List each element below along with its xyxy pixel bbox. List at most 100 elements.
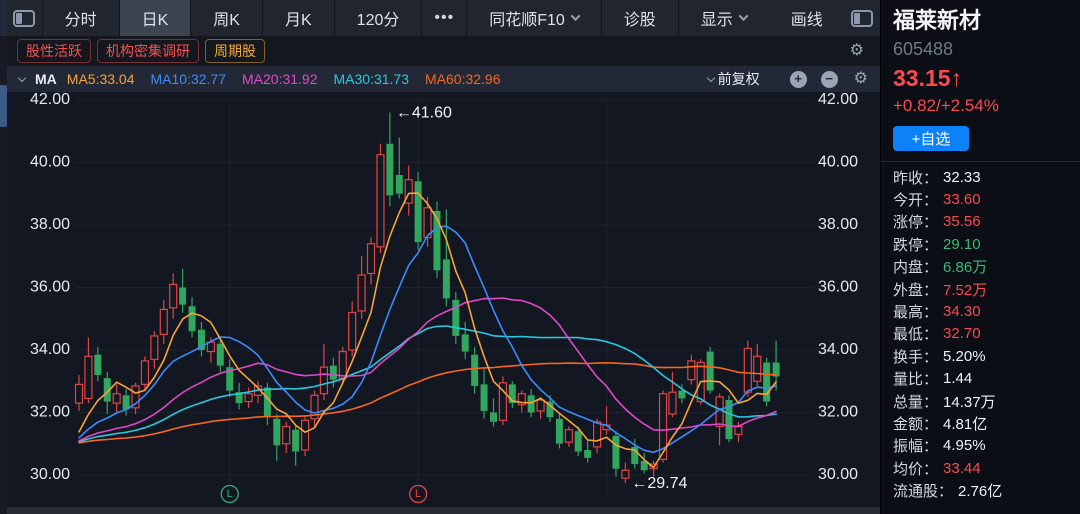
tab-daily-k[interactable]: 日K	[119, 0, 192, 36]
ma-line-ma5	[78, 192, 777, 469]
ma-line-ma30	[78, 325, 777, 443]
stat-label: 振幅：	[893, 438, 939, 456]
price-value: 33.15	[893, 65, 951, 91]
button-draw-line[interactable]: 画线	[769, 0, 845, 36]
y-axis-label-left: 42.00	[30, 92, 70, 108]
stat-row: 跌停： 29.10	[893, 233, 1080, 255]
stat-label: 流通股：	[893, 483, 954, 501]
divider	[881, 161, 1080, 162]
tab-diagnose-stock[interactable]: 诊股	[602, 0, 679, 36]
chevron-down-icon	[570, 10, 581, 21]
adjust-mode-dropdown[interactable]: 前复权	[717, 71, 760, 87]
stat-value: 5.20%	[943, 347, 986, 365]
tab-weekly-k[interactable]: 周K	[191, 0, 263, 36]
panel-toggle-icon	[851, 9, 874, 27]
stat-row: 金额： 4.81亿	[893, 412, 1080, 434]
event-marker-icon[interactable]: L	[408, 484, 428, 504]
stat-row: 涨停： 35.56	[893, 211, 1080, 233]
y-axis-label-left: 34.00	[30, 341, 70, 358]
stat-row: 最低： 32.70	[893, 323, 1080, 345]
collapse-left-panel-button[interactable]	[7, 0, 43, 36]
chevron-down-icon[interactable]	[17, 73, 27, 83]
ma-line-ma60	[78, 361, 777, 444]
tab-label: 120分	[356, 12, 400, 29]
tab-120min[interactable]: 120分	[335, 0, 423, 36]
up-arrow-icon: ↑	[950, 65, 963, 91]
quote-stats: 昨收： 32.33 今开： 33.60 涨停： 35.56 跌停： 29.10 内盘： 6.86万…	[893, 166, 1080, 502]
horizontal-scrollbar[interactable]	[7, 507, 880, 514]
gear-icon[interactable]: ⚙	[853, 70, 868, 87]
y-axis-label-left: 38.00	[30, 216, 70, 233]
stat-value: 14.37万	[943, 393, 996, 411]
tab-label: 月K	[284, 12, 312, 29]
tab-more-periods[interactable]: •••	[422, 0, 468, 36]
ma-bar-right: 前复权 + − ⚙	[706, 69, 868, 89]
y-axis-label-left: 32.00	[30, 404, 70, 421]
stat-label: 最低：	[893, 326, 939, 344]
tag-institution-research[interactable]: 机构密集调研	[97, 39, 199, 63]
ma-indicator-bar: MA MA5:33.04 MA10:32.77 MA20:31.92 MA30:31.…	[7, 66, 880, 92]
stat-value: 2.76亿	[958, 483, 1003, 501]
add-watchlist-button[interactable]: +自选	[893, 126, 969, 151]
stat-label: 今开：	[893, 192, 939, 210]
ma-legend-ma30: MA30:31.73	[333, 71, 410, 87]
stock-tags-row: 股性活跃 机构密集调研 周期股 ⚙	[7, 36, 880, 66]
stat-row: 最高： 34.30	[893, 300, 1080, 322]
y-axis-label-left: 30.00	[30, 466, 70, 483]
event-marker-icon[interactable]: L	[220, 484, 239, 504]
zoom-in-button[interactable]: +	[789, 70, 807, 88]
ma-legend-ma20: MA20:31.92	[242, 71, 318, 87]
stat-value: 4.81亿	[943, 415, 988, 433]
stat-label: 涨停：	[893, 214, 939, 232]
stat-label: 换手：	[893, 348, 939, 366]
y-axis-label-right: 42.00	[818, 92, 858, 108]
tab-label: 诊股	[623, 12, 656, 29]
stat-row: 内盘： 6.86万	[893, 256, 1080, 278]
y-axis-label-right: 34.00	[818, 341, 858, 358]
stat-label: 跌停：	[893, 236, 939, 254]
left-edge-panel	[0, 0, 7, 514]
tab-minute[interactable]: 分时	[43, 0, 120, 36]
button-label: 画线	[790, 12, 823, 29]
ma-values: MA5:33.04 MA10:32.77 MA20:31.92 MA30:31.73 M…	[67, 71, 517, 87]
y-axis-label-right: 36.00	[818, 279, 858, 296]
stat-row: 流通股： 2.76亿	[893, 479, 1080, 501]
chart-column: 分时 日K 周K 月K 120分 ••• 同花顺F10 诊股 显示 画线 股性活跃 机构密集调研周…	[7, 0, 880, 514]
quote-panel: 福莱新材 605488 33.15↑ +0.82/+2.54% +自选 昨收： 3…	[880, 0, 1080, 514]
kline-chart[interactable]: 42.00 42.00 40.00 40.00 38.00 38.00 36.00 36.00…	[7, 92, 880, 507]
ma-legend-ma5: MA5:33.04	[66, 71, 135, 87]
stat-row: 振幅： 4.95%	[893, 435, 1080, 457]
stat-value: 7.52万	[943, 281, 988, 299]
stat-value: 35.56	[943, 213, 981, 231]
stat-label: 昨收：	[893, 169, 939, 187]
stat-label: 均价：	[893, 460, 939, 478]
tab-ths-f10[interactable]: 同花顺F10	[467, 0, 602, 36]
stat-value: 32.70	[943, 325, 981, 343]
panel-toggle-icon	[13, 9, 36, 27]
stat-label: 最高：	[893, 304, 939, 322]
price-annotation: ←41.60	[396, 105, 452, 122]
ma-line-ma10	[78, 225, 777, 454]
y-axis-label-right: 38.00	[818, 216, 858, 233]
tab-monthly-k[interactable]: 月K	[263, 0, 335, 36]
tab-label: 同花顺F10	[489, 12, 565, 29]
stat-value: 33.44	[943, 459, 981, 477]
y-axis-label-right: 30.00	[818, 466, 858, 483]
stat-label: 外盘：	[893, 281, 939, 299]
stat-label: 内盘：	[893, 259, 939, 277]
tab-label: 分时	[64, 12, 97, 29]
y-axis-label-left: 40.00	[30, 154, 70, 171]
tag-cyclical-stock[interactable]: 周期股	[205, 39, 265, 63]
collapse-right-panel-button[interactable]	[845, 0, 880, 36]
gear-icon[interactable]: ⚙	[849, 42, 864, 59]
zoom-out-button[interactable]: −	[820, 70, 838, 88]
stat-value: 4.95%	[943, 437, 986, 455]
period-toolbar: 分时 日K 周K 月K 120分 ••• 同花顺F10 诊股 显示 画线	[7, 0, 880, 36]
tag-active-stock[interactable]: 股性活跃	[17, 39, 91, 63]
button-display[interactable]: 显示	[679, 0, 769, 36]
stat-row: 均价： 33.44	[893, 457, 1080, 479]
y-axis-label-left: 36.00	[30, 279, 70, 296]
stat-row: 外盘： 7.52万	[893, 278, 1080, 300]
tab-label: •••	[434, 9, 455, 26]
